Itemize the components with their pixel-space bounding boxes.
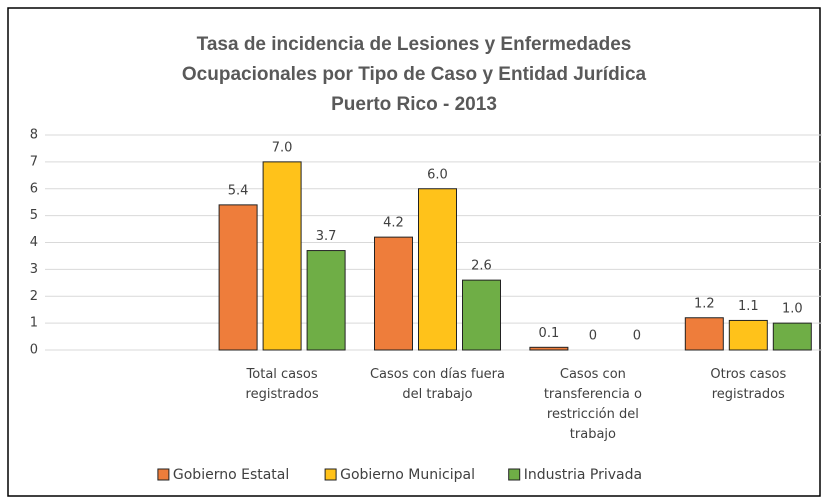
y-tick-label: 1 [30,316,38,331]
chart-title: Tasa de incidencia de Lesiones y Enferme… [197,34,632,55]
y-tick-label: 6 [30,181,38,196]
legend-label: Gobierno Municipal [340,467,475,483]
bar [772,322,812,351]
legend-label: Industria Privada [524,467,642,483]
bar [374,236,413,351]
data-label: 1.0 [782,302,803,317]
data-label: 0 [633,329,641,344]
data-label: 6.0 [427,167,448,182]
legend-label: Gobierno Estatal [173,467,289,483]
y-tick-label: 4 [30,235,38,250]
legend-swatch [324,468,337,481]
y-tick-label: 7 [30,154,38,169]
bar [418,188,457,351]
chart-border [7,7,821,497]
data-label: 4.2 [383,216,404,231]
chart-title: Ocupacionales por Tipo de Caso y Entidad… [182,64,647,85]
x-tick-label: Casos con transferencia o restricción de… [543,367,642,442]
y-tick-label: 2 [30,289,38,304]
bar [462,279,501,351]
data-label: 1.2 [694,296,715,311]
bar [529,346,569,351]
bar [262,161,302,351]
chart-title: Puerto Rico - 2013 [331,94,497,115]
data-label: 7.0 [272,140,293,155]
y-tick-label: 8 [30,128,38,143]
bar [218,204,258,351]
legend-swatch [508,468,521,481]
legend-swatch [157,468,170,481]
data-label: 2.6 [471,259,492,274]
bar [728,319,768,351]
x-tick-label: Casos con días fuera del trabajo [369,367,505,402]
x-tick-label: Otros casos registrados [710,367,787,402]
data-label: 1.1 [738,299,759,314]
bar [684,317,724,351]
data-label: 0.1 [539,326,560,341]
x-tick-label: Total casos registrados [245,367,319,402]
data-label: 0 [589,329,597,344]
y-tick-label: 0 [30,343,38,358]
data-label: 5.4 [228,183,249,198]
y-tick-label: 5 [30,208,38,223]
y-tick-label: 3 [30,262,38,277]
data-label: 3.7 [316,229,337,244]
bar [306,250,346,351]
